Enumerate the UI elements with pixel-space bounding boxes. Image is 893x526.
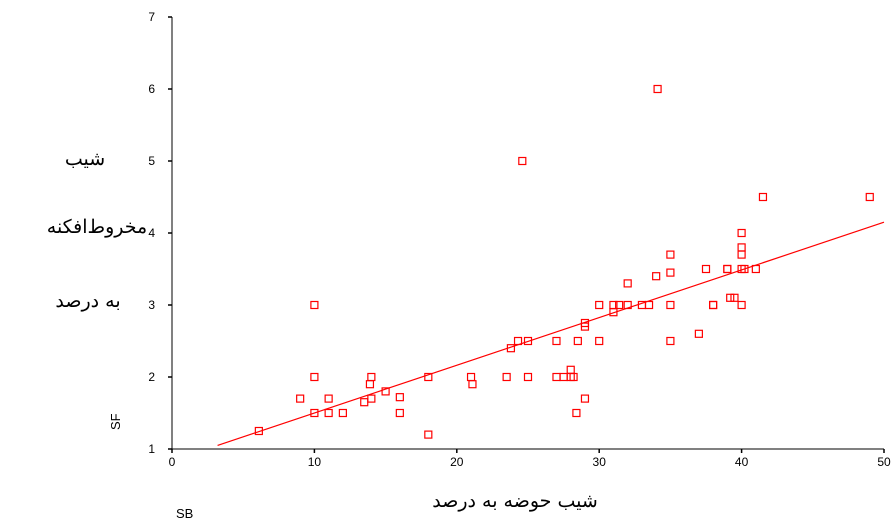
y-tick-label: 3 bbox=[148, 298, 155, 312]
data-point bbox=[615, 300, 624, 310]
data-point bbox=[726, 293, 735, 302]
y-axis-code-label: SF bbox=[108, 413, 123, 430]
data-point bbox=[424, 372, 433, 382]
data-point bbox=[694, 329, 703, 338]
data-point bbox=[466, 372, 476, 382]
data-point bbox=[737, 243, 746, 252]
data-point bbox=[609, 308, 618, 317]
data-point bbox=[666, 250, 675, 259]
data-point bbox=[324, 408, 333, 418]
data-point bbox=[623, 279, 632, 288]
data-point bbox=[296, 394, 305, 403]
data-point bbox=[360, 398, 369, 407]
data-point bbox=[623, 300, 632, 310]
data-point bbox=[468, 380, 477, 389]
data-point bbox=[666, 300, 675, 310]
data-point bbox=[595, 300, 604, 310]
data-point bbox=[367, 394, 376, 403]
data-point bbox=[513, 336, 523, 346]
data-point bbox=[566, 365, 575, 374]
data-point bbox=[723, 264, 732, 274]
data-point bbox=[502, 372, 511, 382]
y-tick-label: 7 bbox=[148, 10, 155, 24]
data-point bbox=[310, 372, 319, 382]
data-point bbox=[701, 264, 711, 274]
data-point bbox=[666, 336, 675, 346]
data-point bbox=[751, 264, 760, 274]
data-point bbox=[730, 293, 739, 302]
data-point bbox=[709, 300, 718, 310]
y-tick-label: 2 bbox=[148, 370, 155, 384]
data-point bbox=[523, 372, 533, 382]
y-tick-label: 5 bbox=[148, 154, 155, 168]
y-axis-label-line-1: شیب bbox=[64, 148, 106, 170]
data-point bbox=[580, 394, 590, 403]
data-point bbox=[395, 408, 404, 418]
data-point bbox=[737, 250, 746, 259]
data-point bbox=[644, 300, 654, 310]
data-point bbox=[523, 336, 533, 346]
data-point bbox=[740, 264, 749, 274]
y-axis-label-line-3: به درصد bbox=[55, 290, 121, 312]
data-point bbox=[709, 300, 718, 310]
data-point bbox=[572, 408, 581, 418]
data-point bbox=[737, 228, 746, 238]
data-point bbox=[324, 394, 333, 403]
data-point bbox=[367, 372, 376, 382]
x-tick-label: 10 bbox=[308, 455, 322, 469]
x-tick-label: 30 bbox=[593, 455, 607, 469]
data-point bbox=[758, 192, 768, 202]
data-point bbox=[365, 380, 375, 389]
data-point bbox=[338, 408, 347, 418]
data-point bbox=[580, 318, 590, 328]
data-point bbox=[254, 426, 263, 436]
data-point bbox=[737, 300, 746, 310]
axes: 1 2 3 4 5 6 7 0 10 20 30 40 50 bbox=[148, 10, 891, 469]
x-axis-code-label: SB bbox=[176, 506, 194, 521]
data-point bbox=[569, 372, 578, 382]
data-point bbox=[518, 156, 527, 166]
data-point bbox=[595, 336, 604, 346]
data-point bbox=[666, 268, 675, 277]
y-tick-label: 1 bbox=[148, 442, 155, 456]
data-point bbox=[310, 408, 319, 418]
data-point bbox=[559, 372, 568, 382]
trendline bbox=[217, 221, 885, 446]
x-tick-label: 20 bbox=[450, 455, 464, 469]
data-point bbox=[552, 336, 561, 346]
y-axis-label-line-2: مخروط‌افکنه bbox=[46, 216, 148, 238]
trendline-group bbox=[217, 221, 885, 446]
x-tick-label: 50 bbox=[877, 455, 891, 469]
data-point bbox=[310, 300, 319, 310]
data-point bbox=[424, 430, 433, 439]
data-point bbox=[381, 387, 390, 396]
data-point bbox=[652, 272, 661, 281]
data-point bbox=[723, 264, 732, 274]
data-points bbox=[254, 84, 874, 439]
y-tick-label: 6 bbox=[148, 82, 155, 96]
data-point bbox=[865, 192, 874, 202]
x-tick-label: 40 bbox=[735, 455, 749, 469]
data-point bbox=[566, 372, 575, 382]
y-tick-label: 4 bbox=[148, 226, 155, 240]
data-point bbox=[552, 372, 561, 382]
data-point bbox=[506, 344, 516, 353]
x-axis-label: شیب حوضه به درصد bbox=[432, 490, 598, 512]
data-point bbox=[573, 336, 582, 346]
data-point bbox=[653, 84, 662, 94]
data-point bbox=[395, 393, 404, 402]
x-tick-label: 0 bbox=[169, 455, 176, 469]
